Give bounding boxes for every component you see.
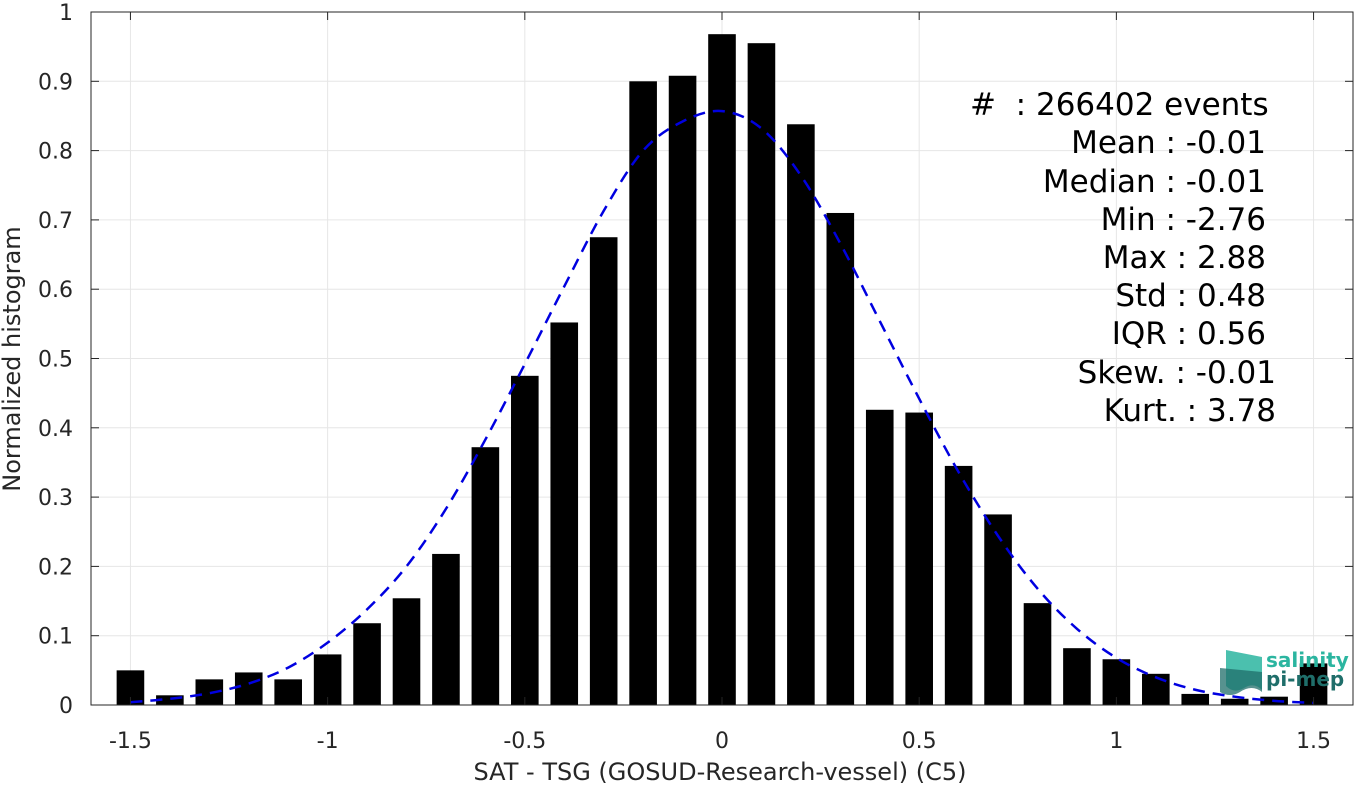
histogram-bar (1181, 693, 1210, 705)
histogram-bar (984, 514, 1012, 705)
stat-events: # : 266402 events (970, 87, 1269, 123)
bars-layer (116, 34, 1328, 706)
histogram-bar (668, 75, 697, 706)
histogram-bar (747, 43, 776, 706)
y-tick-label: 0.1 (38, 625, 73, 650)
stat-max: Max : 2.88 (1103, 240, 1266, 276)
histogram-bar (234, 672, 263, 705)
histogram-bar (1023, 603, 1052, 705)
stat-std: Std : 0.48 (1115, 278, 1266, 314)
y-tick-label: 0.3 (38, 486, 73, 511)
salinity-pimep-logo: salinity pi-mep (1220, 648, 1349, 695)
logo-line1: salinity (1266, 648, 1349, 672)
x-axis-label: SAT - TSG (GOSUD-Research-vessel) (C5) (474, 758, 967, 785)
logo-wave-shade (1220, 668, 1262, 695)
y-tick-label: 0.5 (38, 348, 73, 373)
x-tick-label: -0.5 (503, 729, 546, 754)
stat-kurt: Kurt. : 3.78 (1104, 393, 1276, 429)
histogram-bar (274, 679, 302, 705)
fit-curve-layer (130, 109, 1314, 705)
histogram-bar (708, 34, 736, 705)
histogram-bar (1220, 698, 1249, 705)
stats-annotations: # : 266402 events Mean : -0.01 Median : … (970, 87, 1276, 429)
stat-iqr: IQR : 0.56 (1112, 316, 1266, 352)
histogram-bar (392, 598, 421, 705)
histogram-bar (1063, 648, 1091, 705)
histogram-bar (629, 81, 657, 706)
stat-median: Median : -0.01 (1043, 164, 1266, 200)
y-tick-label: 0.8 (38, 140, 73, 165)
histogram-bar (865, 409, 894, 705)
stat-skew: Skew. : -0.01 (1078, 355, 1276, 391)
y-tick-label: 0.6 (38, 278, 73, 303)
histogram-bar (353, 623, 381, 705)
gaussian-fit-curve (130, 109, 1314, 705)
y-axis-label: Normalized histogram (0, 226, 26, 491)
x-tick-label: -1.5 (109, 729, 152, 754)
histogram-bar (156, 695, 184, 705)
y-tick-label: 1 (59, 1, 73, 26)
y-tick-label: 0.4 (38, 417, 73, 442)
x-tick-label: -1 (317, 729, 339, 754)
logo-line2: pi-mep (1266, 667, 1344, 691)
y-tick-label: 0.9 (38, 70, 73, 95)
x-tick-label: 0 (715, 729, 729, 754)
x-tick-label: 1 (1109, 729, 1123, 754)
y-tick-label: 0 (59, 694, 73, 719)
y-tick-label: 0.7 (38, 209, 73, 234)
histogram-bar (944, 465, 973, 705)
y-tick-label: 0.2 (38, 555, 73, 580)
histogram-bar (787, 124, 815, 706)
histogram-bar (511, 375, 539, 705)
tick-labels-layer: -1.5 -1 -0.5 0 0.5 1 1.5 0 0.1 0.2 0.3 0.4 0.5 0.6 0.7… (38, 1, 1331, 754)
x-tick-label: 0.5 (902, 729, 937, 754)
histogram-bar (550, 322, 579, 705)
histogram-bar (313, 654, 342, 705)
histogram-bar (432, 553, 460, 705)
x-tick-label: 1.5 (1296, 729, 1331, 754)
stat-mean: Mean : -0.01 (1071, 125, 1266, 161)
histogram-bar (589, 237, 618, 705)
stat-min: Min : -2.76 (1101, 202, 1266, 238)
histogram-bar (905, 412, 933, 705)
histogram-bar (826, 212, 855, 705)
histogram-bar (1142, 673, 1170, 705)
histogram-bar (471, 447, 500, 705)
axes-layer (90, 11, 1354, 706)
